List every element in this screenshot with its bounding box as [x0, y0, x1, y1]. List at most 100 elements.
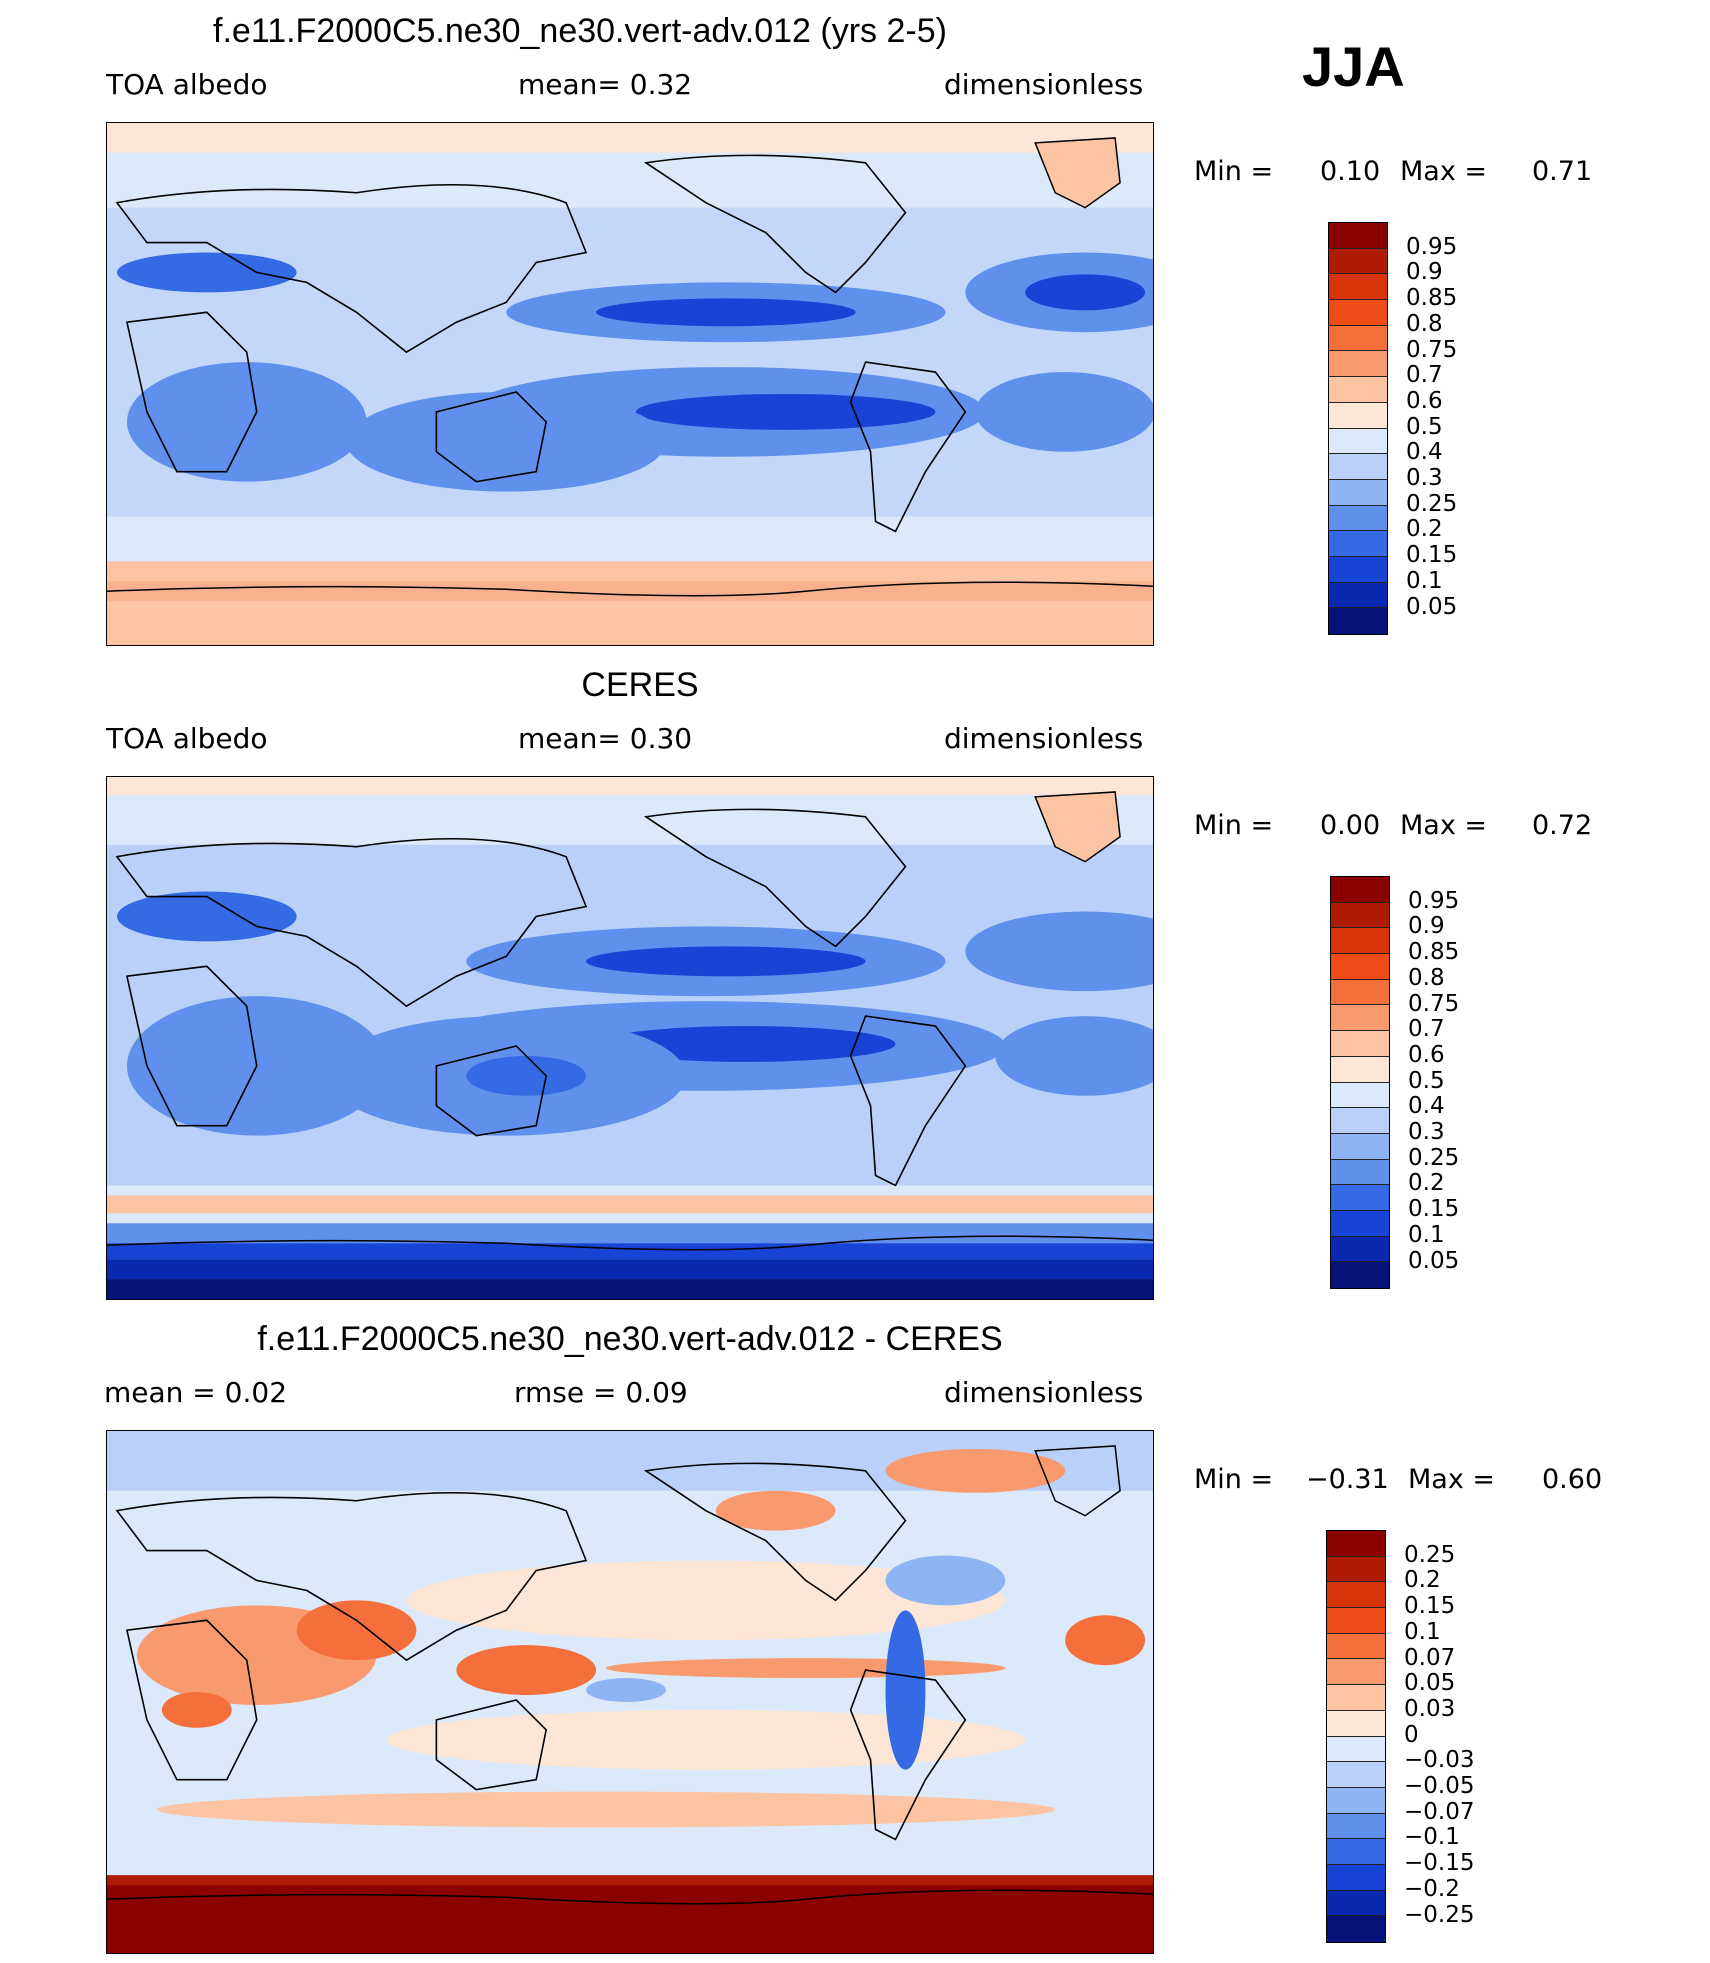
colorbar-swatch: [1327, 1787, 1385, 1814]
colorbar-tick-label: 0.1: [1404, 1618, 1441, 1645]
colorbar-tick-label: 0.75: [1408, 990, 1460, 1017]
colorbar-tick-label: −0.15: [1404, 1850, 1475, 1877]
panel-3-units-label: dimensionless: [944, 1376, 1144, 1409]
colorbar-swatch: [1331, 1056, 1389, 1083]
colorbar-tick-label: 0.05: [1404, 1670, 1456, 1697]
colorbar-swatch: [1331, 1262, 1389, 1288]
colorbar-tick-label: −0.1: [1404, 1824, 1460, 1851]
colorbar-swatch: [1327, 1762, 1385, 1788]
colorbar-swatch: [1331, 954, 1389, 980]
panel-3-rmse-label: rmse = 0.09: [514, 1376, 688, 1409]
panel-2-mean-label: mean= 0.30: [518, 722, 693, 755]
panel-3-map-svg: [107, 1431, 1153, 1953]
colorbar-swatch: [1327, 1556, 1385, 1583]
colorbar-tick-label: −0.05: [1404, 1773, 1475, 1799]
panel-2-map-svg: [107, 777, 1153, 1299]
panel-1-colorbar: [1328, 222, 1388, 635]
colorbar-tick-label: 0.15: [1406, 542, 1458, 569]
colorbar-tick-label: 0.15: [1404, 1593, 1456, 1620]
colorbar-swatch: [1329, 556, 1387, 583]
colorbar-swatch: [1327, 1890, 1385, 1917]
colorbar-swatch: [1329, 325, 1387, 352]
colorbar-tick-label: 0.05: [1408, 1247, 1460, 1274]
panel-1-max-value: 0.71: [1532, 156, 1593, 187]
colorbar-swatch: [1327, 1864, 1385, 1891]
colorbar-swatch: [1329, 454, 1387, 480]
colorbar-swatch: [1331, 1185, 1389, 1211]
colorbar-tick-label: −0.25: [1404, 1901, 1475, 1928]
colorbar-swatch: [1331, 1159, 1389, 1186]
colorbar-swatch: [1329, 582, 1387, 609]
season-label: JJA: [1302, 35, 1405, 98]
panel-1-units-label: dimensionless: [944, 68, 1144, 101]
colorbar-swatch: [1329, 300, 1387, 326]
colorbar-swatch: [1331, 1210, 1389, 1237]
panel-1-max-label: Max =: [1400, 156, 1488, 187]
colorbar-tick-label: 0.25: [1408, 1144, 1460, 1171]
colorbar-tick-label: 0.07: [1404, 1644, 1456, 1671]
colorbar-swatch: [1331, 1236, 1389, 1263]
panel-2-colorbar: [1330, 876, 1390, 1289]
panel-3-max-label: Max =: [1408, 1464, 1496, 1495]
colorbar-tick-label: 0.1: [1408, 1221, 1445, 1248]
colorbar-swatch: [1327, 1608, 1385, 1634]
panel-3-min-value: −0.31: [1306, 1464, 1389, 1495]
panel-1-min-value: 0.10: [1320, 156, 1381, 187]
panel-3-colorbar: [1326, 1530, 1386, 1943]
panel-2-title: CERES: [581, 666, 699, 704]
panel-1-variable-label: TOA albedo: [106, 68, 268, 101]
panel-3-map: [106, 1430, 1154, 1954]
panel-2-map: [106, 776, 1154, 1300]
colorbar-swatch: [1329, 505, 1387, 532]
colorbar-swatch: [1329, 531, 1387, 557]
colorbar-tick-label: 0.7: [1406, 362, 1443, 389]
colorbar-tick-label: 0.05: [1406, 593, 1458, 620]
colorbar-tick-label: 0: [1404, 1721, 1419, 1748]
colorbar-tick-label: 0.7: [1408, 1016, 1445, 1043]
colorbar-tick-label: 0.8: [1406, 310, 1443, 337]
colorbar-swatch: [1327, 1685, 1385, 1711]
colorbar-tick-label: 0.9: [1406, 259, 1443, 286]
colorbar-swatch: [1331, 928, 1389, 955]
colorbar-tick-label: 0.2: [1408, 1170, 1445, 1197]
panel-2-max-value: 0.72: [1532, 810, 1593, 841]
colorbar-swatch: [1329, 351, 1387, 378]
colorbar-tick-label: 0.2: [1404, 1567, 1441, 1594]
colorbar-swatch: [1327, 1633, 1385, 1660]
colorbar-tick-label: 0.2: [1406, 516, 1443, 543]
colorbar-tick-label: 0.85: [1406, 285, 1458, 312]
colorbar-swatch: [1331, 1005, 1389, 1032]
panel-1-title: f.e11.F2000C5.ne30_ne30.vert-adv.012 (yr…: [213, 12, 947, 50]
colorbar-tick-label: 0.15: [1408, 1196, 1460, 1223]
colorbar-swatch: [1331, 1133, 1389, 1160]
colorbar-tick-label: 0.4: [1408, 1093, 1445, 1120]
colorbar-swatch: [1327, 1813, 1385, 1840]
colorbar-tick-label: 0.25: [1404, 1541, 1456, 1568]
colorbar-swatch: [1329, 479, 1387, 506]
panel-3-title: f.e11.F2000C5.ne30_ne30.vert-adv.012 - C…: [257, 1320, 1003, 1358]
colorbar-swatch: [1331, 1108, 1389, 1134]
panel-1-map: [106, 122, 1154, 646]
colorbar-swatch: [1331, 1082, 1389, 1109]
panel-3-max-value: 0.60: [1542, 1464, 1603, 1495]
panel-2-min-label: Min =: [1194, 810, 1274, 841]
colorbar-tick-label: 0.03: [1404, 1695, 1456, 1722]
panel-2-units-label: dimensionless: [944, 722, 1144, 755]
colorbar-tick-label: 0.1: [1406, 567, 1443, 594]
panel-2-variable-label: TOA albedo: [106, 722, 268, 755]
colorbar-swatch: [1327, 1659, 1385, 1686]
colorbar-swatch: [1331, 1031, 1389, 1057]
colorbar-swatch: [1327, 1710, 1385, 1737]
panel-2-max-label: Max =: [1400, 810, 1488, 841]
colorbar-swatch: [1331, 877, 1389, 903]
colorbar-swatch: [1329, 402, 1387, 429]
panel-1-map-svg: [107, 123, 1153, 645]
colorbar-swatch: [1329, 608, 1387, 634]
colorbar-tick-label: −0.2: [1404, 1875, 1460, 1902]
colorbar-swatch: [1327, 1736, 1385, 1763]
colorbar-swatch: [1327, 1916, 1385, 1942]
colorbar-tick-label: 0.85: [1408, 939, 1460, 966]
colorbar-swatch: [1327, 1582, 1385, 1609]
colorbar-swatch: [1329, 248, 1387, 275]
colorbar-swatch: [1331, 979, 1389, 1006]
